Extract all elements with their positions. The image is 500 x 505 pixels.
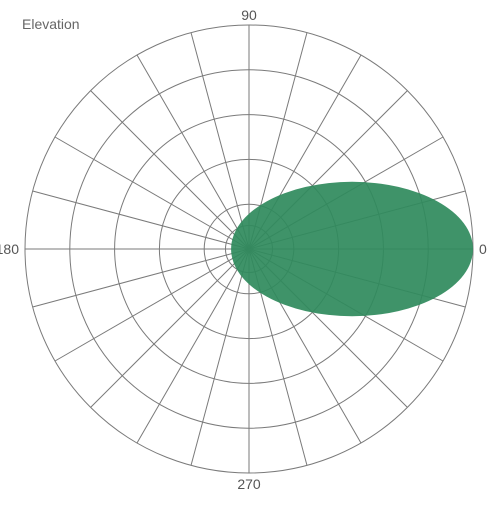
angle-label-90: 90 xyxy=(241,7,257,23)
grid-spoke-195 xyxy=(32,248,250,308)
grid-spoke-135 xyxy=(90,90,250,250)
grid-spoke-105 xyxy=(190,32,250,250)
chart-title: Elevation xyxy=(22,16,80,32)
grid-spoke-255 xyxy=(190,248,250,466)
grid-spoke-210 xyxy=(54,248,250,362)
grid-spoke-225 xyxy=(90,248,250,408)
angle-label-0: 0 xyxy=(479,241,487,257)
angle-label-180: 180 xyxy=(0,241,19,257)
elevation-pattern-0 xyxy=(231,181,473,317)
series-layer xyxy=(231,181,473,317)
angle-label-270: 270 xyxy=(237,476,261,492)
grid-spoke-150 xyxy=(54,136,250,250)
grid-spoke-165 xyxy=(32,190,250,250)
angle-labels: 90 0 180 270 xyxy=(0,7,487,492)
grid-spoke-120 xyxy=(136,54,250,250)
grid-spoke-240 xyxy=(136,248,250,444)
